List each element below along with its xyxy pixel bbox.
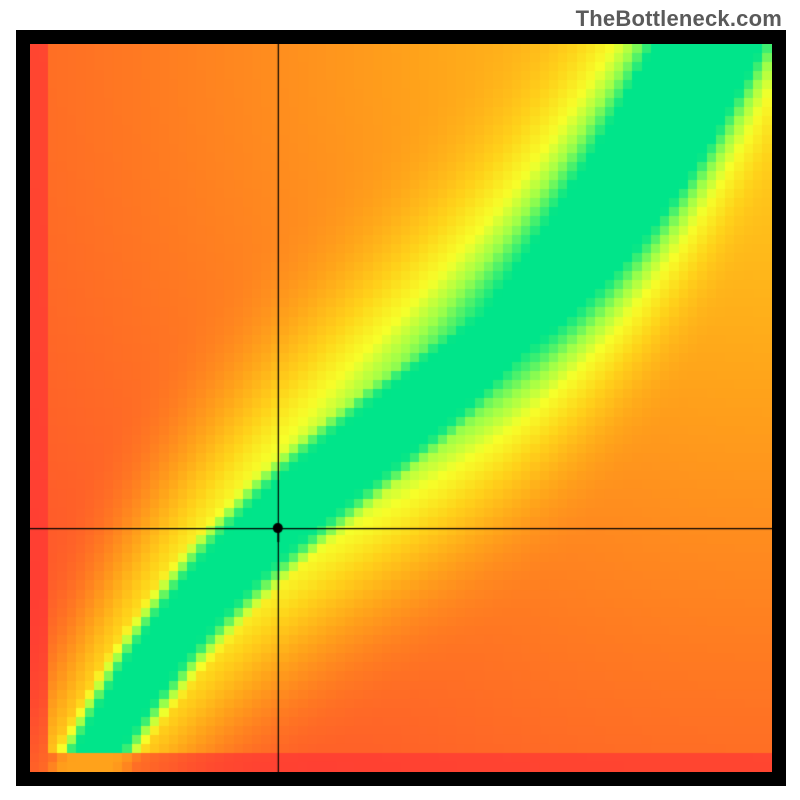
heatmap-plot — [16, 30, 786, 786]
chart-container: TheBottleneck.com — [0, 0, 800, 800]
watermark-text: TheBottleneck.com — [576, 6, 782, 32]
crosshair-overlay — [30, 44, 772, 772]
